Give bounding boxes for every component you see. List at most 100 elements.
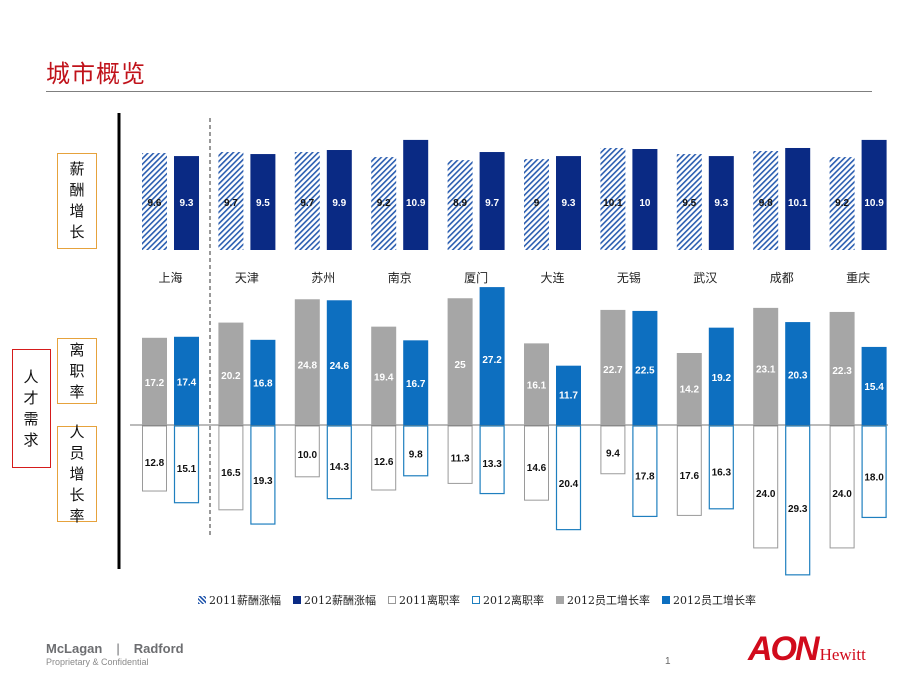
salary-2012-label: 9.7	[485, 198, 499, 209]
city-label: 武汉	[693, 271, 717, 285]
legend-item-turnover-2011: 2011离职率	[388, 592, 460, 608]
turnover-2011-label: 25	[455, 360, 467, 371]
turnover-2011-bar	[218, 322, 244, 425]
salary-2011-bar	[294, 152, 320, 250]
turnover-2012-bar	[632, 310, 658, 425]
legend-item-salary-2011: 2011薪酬涨幅	[198, 592, 281, 608]
legend-label: 2012离职率	[483, 594, 544, 607]
headcount-2011-label: 24.0	[756, 489, 776, 500]
city-label: 大连	[540, 270, 564, 285]
legend-label: 2011薪酬涨幅	[209, 594, 281, 607]
brand-radford: Radford	[133, 641, 184, 656]
turnover-2012-bar	[785, 322, 811, 425]
legend-swatch-navy	[293, 596, 301, 604]
footer-brand: McLagan | Radford	[46, 638, 184, 657]
brand-separator: |	[116, 641, 120, 656]
headcount-2011-bar	[447, 425, 473, 484]
label-talent-demand-text: 人才需求	[23, 367, 39, 449]
salary-2012-bar	[861, 139, 887, 250]
turnover-2012-label: 27.2	[482, 355, 502, 366]
turnover-2011-label: 24.8	[298, 360, 318, 371]
salary-2012-label: 9.5	[256, 198, 270, 209]
city-label: 南京	[388, 270, 412, 285]
turnover-2012-label: 20.3	[788, 371, 808, 382]
salary-2011-label: 9.2	[377, 198, 391, 209]
label-headcount-growth-text: 人员增长率	[69, 422, 85, 525]
turnover-2011-bar	[676, 353, 702, 425]
headcount-2012-bar	[173, 425, 200, 504]
turnover-2012-label: 22.5	[635, 366, 655, 377]
title-divider	[46, 91, 872, 92]
salary-2012-label: 10.1	[788, 198, 808, 209]
turnover-2011-label: 22.3	[832, 366, 852, 377]
salary-2011-label: 9.2	[835, 198, 849, 209]
turnover-2012-bar	[479, 287, 505, 425]
turnover-2012-bar	[250, 339, 276, 425]
salary-2012-bar	[632, 149, 658, 250]
logo-hewitt-text: Hewitt	[819, 645, 866, 664]
turnover-2011-bar	[753, 307, 779, 425]
headcount-2011-bar	[524, 425, 549, 501]
headcount-2011-label: 11.3	[451, 454, 470, 465]
turnover-2011-label: 20.2	[221, 371, 241, 382]
turnover-2011-bar	[371, 326, 397, 425]
turnover-2012-label: 17.4	[177, 377, 197, 388]
label-turnover: 离职率	[57, 338, 97, 404]
headcount-2011-bar	[676, 425, 702, 516]
headcount-2012-label: 13.3	[482, 459, 502, 470]
salary-2011-bar	[600, 147, 626, 250]
label-turnover-text: 离职率	[69, 340, 85, 401]
turnover-2011-bar	[600, 309, 626, 425]
turnover-2012-bar	[326, 300, 352, 425]
headcount-2011-label: 12.8	[145, 458, 165, 469]
page-number: 1	[665, 656, 671, 667]
legend-swatch-gray	[556, 596, 564, 604]
headcount-2012-bar	[555, 425, 582, 531]
headcount-2012-label: 19.3	[253, 476, 273, 487]
salary-2012-label: 9.3	[714, 198, 728, 209]
legend: 2011薪酬涨幅 2012薪酬涨幅 2011离职率 2012离职率 2012员工…	[198, 592, 756, 608]
headcount-2011-bar	[218, 425, 244, 511]
salary-2011-bar	[371, 157, 397, 250]
legend-item-headcount-gray: 2012员工增长率	[556, 592, 650, 608]
headcount-2011-bar	[371, 425, 397, 491]
turnover-2011-label: 23.1	[756, 364, 776, 375]
salary-2012-label: 9.3	[180, 198, 194, 209]
turnover-2012-label: 19.2	[712, 373, 732, 384]
headcount-2012-label: 14.3	[330, 462, 350, 473]
salary-2011-label: 9.6	[148, 198, 162, 209]
legend-item-turnover-2012: 2012离职率	[472, 592, 544, 608]
salary-2012-bar	[174, 156, 199, 250]
salary-2011-bar	[676, 154, 702, 250]
confidential-note: Proprietary & Confidential	[46, 657, 149, 667]
turnover-2011-bar	[524, 343, 549, 425]
turnover-2011-label: 16.1	[527, 380, 547, 391]
turnover-2011-bar	[142, 337, 167, 425]
brand-mclagan: McLagan	[46, 641, 103, 656]
headcount-2012-label: 16.3	[712, 468, 732, 479]
label-talent-demand: 人才需求	[12, 349, 51, 468]
headcount-2012-bar	[326, 425, 352, 500]
label-headcount-growth: 人员增长率	[57, 423, 97, 525]
headcount-2011-label: 24.0	[832, 489, 852, 500]
headcount-2011-label: 16.5	[221, 468, 241, 479]
city-label: 厦门	[464, 270, 488, 285]
city-label: 上海	[158, 270, 182, 285]
legend-swatch-white	[388, 596, 396, 604]
headcount-2012-bar	[785, 425, 811, 576]
turnover-2011-bar	[447, 298, 473, 425]
headcount-2012-bar	[632, 425, 658, 518]
turnover-2012-label: 15.4	[864, 382, 884, 393]
salary-2011-bar	[829, 157, 855, 250]
headcount-2012-label: 18.0	[864, 472, 884, 483]
label-salary-growth: 薪酬增长	[57, 153, 97, 249]
turnover-2011-label: 14.2	[680, 385, 700, 396]
legend-swatch-hatch	[198, 596, 206, 604]
headcount-2012-label: 15.1	[177, 464, 197, 475]
turnover-2011-bar	[294, 299, 320, 425]
salary-2011-bar	[218, 152, 244, 250]
salary-2012-label: 10.9	[406, 198, 426, 209]
headcount-2012-bar	[479, 425, 505, 495]
turnover-2011-label: 19.4	[374, 373, 394, 384]
legend-item-headcount-blue: 2012员工增长率	[662, 592, 756, 608]
